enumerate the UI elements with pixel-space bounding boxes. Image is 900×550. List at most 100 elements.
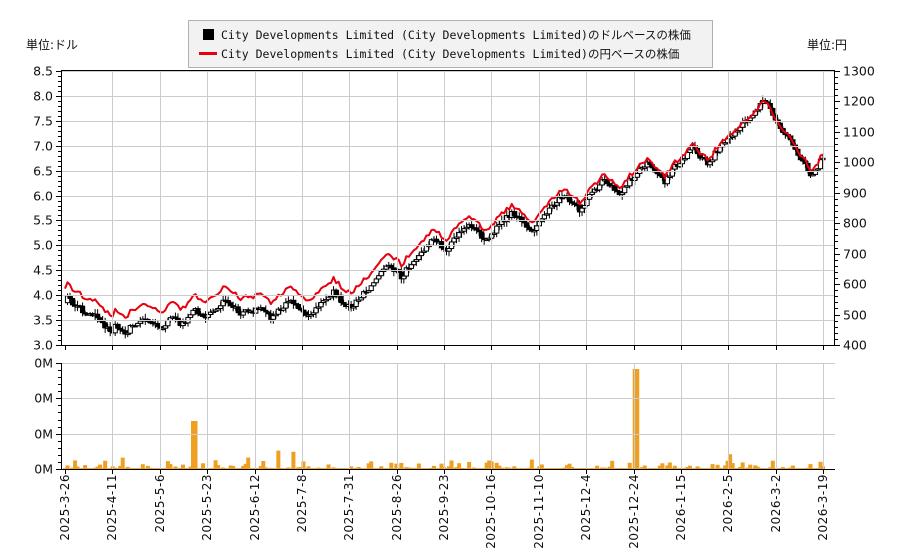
y-left-tick <box>56 145 62 147</box>
y-right-minor-tick <box>834 302 838 304</box>
y-right-tick-label: 1200 <box>843 93 875 109</box>
legend-item-yen[interactable]: City Developments Limited (City Developm… <box>195 44 704 63</box>
x-tick <box>728 345 730 350</box>
gridline-vertical <box>491 71 493 345</box>
gridline-vertical <box>586 71 588 345</box>
candlestick-series <box>64 95 826 339</box>
x-tick-label: 2026-3-19 <box>816 474 830 541</box>
volume-minor-tick <box>58 412 62 414</box>
gridline-vertical <box>586 363 588 469</box>
left-axis-unit-label: 単位:ドル <box>26 38 79 52</box>
gridline-horizontal <box>62 433 835 435</box>
y-right-minor-tick <box>834 338 838 340</box>
y-left-minor-tick <box>58 140 62 142</box>
gridline-vertical <box>254 71 256 345</box>
y-left-minor-tick <box>58 325 62 327</box>
y-right-minor-tick <box>834 308 838 310</box>
x-tick <box>254 469 256 474</box>
y-left-minor-tick <box>58 285 62 287</box>
gridline-vertical <box>823 363 824 469</box>
right-axis-unit-label: 単位:円 <box>807 38 848 52</box>
y-left-tick <box>56 95 62 97</box>
x-tick-label: 2025-8-26 <box>389 474 404 541</box>
gridline-horizontal <box>62 295 834 297</box>
y-left-minor-tick <box>58 135 62 137</box>
y-right-minor-tick <box>834 186 838 188</box>
gridline-horizontal <box>62 195 834 197</box>
gridline-horizontal <box>62 170 834 172</box>
legend-item-dollar[interactable]: City Developments Limited (City Developm… <box>195 25 704 44</box>
volume-minor-tick <box>58 461 62 463</box>
x-tick <box>823 345 824 350</box>
y-right-minor-tick <box>834 235 838 237</box>
y-right-minor-tick <box>834 83 838 85</box>
y-left-minor-tick <box>58 340 62 342</box>
x-tick <box>112 469 114 474</box>
x-tick <box>538 345 540 350</box>
volume-tick-label: 0M <box>34 390 53 406</box>
gridline-vertical <box>444 363 445 469</box>
y-left-minor-tick <box>58 330 62 332</box>
volume-tick-label: 0M <box>34 461 53 477</box>
y-left-minor-tick <box>58 115 62 117</box>
y-left-tick <box>56 245 62 247</box>
gridline-vertical <box>633 71 635 345</box>
volume-tick-label: 0M <box>34 355 53 371</box>
gridline-vertical <box>444 71 445 345</box>
volume-bar-series <box>63 369 825 469</box>
y-left-minor-tick <box>58 155 62 157</box>
y-left-minor-tick <box>58 250 62 252</box>
gridline-vertical <box>301 71 303 345</box>
y-right-tick <box>834 345 840 346</box>
y-left-minor-tick <box>58 90 62 92</box>
y-left-minor-tick <box>58 160 62 162</box>
y-right-minor-tick <box>834 211 838 213</box>
volume-chart-panel[interactable]: 0M 0M 0M 0M <box>34 356 835 477</box>
y-left-minor-tick <box>58 205 62 207</box>
price-chart-panel[interactable]: 3.0 3.5 4.0 4.5 5.0 5.5 6.0 6.5 7.0 7.5 8.0 8.5 400 5… <box>33 64 875 353</box>
gridline-vertical <box>112 363 114 469</box>
y-left-minor-tick <box>58 185 62 187</box>
x-tick <box>254 345 256 350</box>
volume-minor-tick <box>58 384 62 386</box>
y-left-tick-label: 8.5 <box>33 63 53 79</box>
gridline-vertical <box>349 363 351 469</box>
y-left-tick <box>56 270 62 272</box>
x-tick <box>728 469 730 474</box>
y-left-tick <box>56 220 62 222</box>
x-tick <box>207 345 209 350</box>
x-tick-label: 2026-3-2 <box>768 474 783 533</box>
y-right-minor-tick <box>834 137 838 139</box>
y-left-tick-label: 5.5 <box>33 212 53 228</box>
x-tick-label: 2025-9-23 <box>437 474 451 541</box>
y-left-tick-label: 7.5 <box>33 113 53 129</box>
y-right-minor-tick <box>834 168 838 170</box>
x-tick <box>65 345 66 350</box>
y-right-tick-label: 900 <box>843 185 867 201</box>
x-tick-label: 2025-12-4 <box>579 474 594 541</box>
y-right-minor-tick <box>834 259 838 261</box>
y-right-tick <box>834 131 840 133</box>
gridline-vertical <box>491 363 493 469</box>
x-tick <box>444 345 445 350</box>
y-left-minor-tick <box>58 275 62 277</box>
gridline-horizontal <box>62 220 834 222</box>
x-tick <box>633 345 635 350</box>
x-tick-label: 2025-10-16 <box>484 474 499 549</box>
legend-label-dollar: City Developments Limited (City Developm… <box>221 27 691 42</box>
gridline-vertical <box>775 363 777 469</box>
x-tick <box>680 469 682 474</box>
gridline-horizontal <box>62 145 834 147</box>
y-right-minor-tick <box>834 204 838 206</box>
y-left-minor-tick <box>58 165 62 167</box>
y-left-minor-tick <box>58 235 62 237</box>
y-left-minor-tick <box>58 230 62 232</box>
gridline-horizontal <box>62 95 834 97</box>
y-left-tick-label: 8.0 <box>33 88 53 104</box>
x-tick-label: 2026-2-5 <box>721 474 736 533</box>
y-left-minor-tick <box>58 265 62 267</box>
red-line-icon <box>195 52 221 55</box>
x-tick <box>491 345 493 350</box>
volume-minor-tick <box>58 391 62 393</box>
